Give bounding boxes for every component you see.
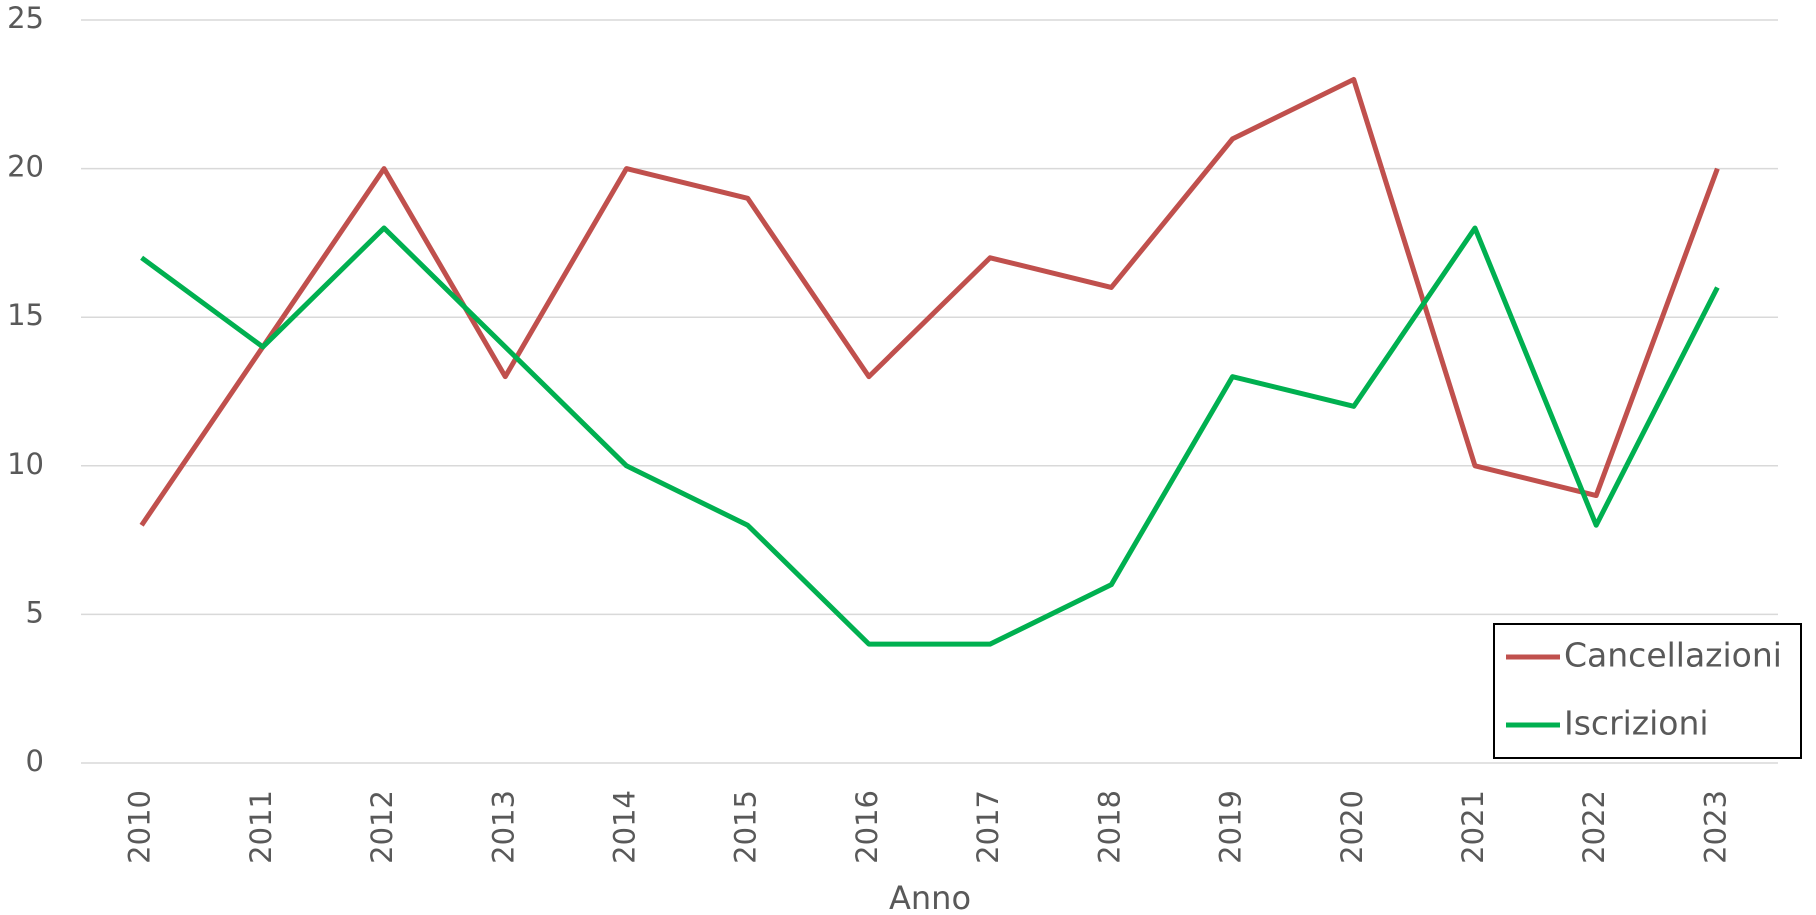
- series-line: [140, 225, 1720, 647]
- x-tick-label: 2023: [1698, 790, 1732, 864]
- y-tick-label: 10: [7, 447, 44, 481]
- y-tick-label: 5: [26, 595, 44, 629]
- x-tick-label: 2010: [123, 790, 157, 864]
- x-tick-label: 2011: [244, 790, 278, 864]
- series-line: [139, 76, 1720, 527]
- x-axis-title: Anno: [889, 879, 971, 915]
- x-tick-label: 2021: [1456, 790, 1490, 864]
- x-tick-label: 2015: [729, 790, 763, 864]
- x-tick-label: 2016: [850, 790, 884, 864]
- x-tick-label: 2019: [1214, 790, 1248, 864]
- x-tick-label: 2020: [1335, 790, 1369, 864]
- x-tick-label: 2018: [1092, 790, 1126, 864]
- legend-box: [1493, 623, 1802, 759]
- y-tick-label: 20: [7, 150, 44, 184]
- x-tick-label: 2014: [607, 790, 641, 864]
- x-tick-label: 2012: [365, 790, 399, 864]
- y-tick-label: 0: [26, 744, 44, 778]
- legend-label: Iscrizioni: [1564, 704, 1709, 743]
- x-tick-label: 2022: [1577, 790, 1611, 864]
- x-tick-label: 2013: [486, 790, 520, 864]
- y-tick-label: 25: [7, 1, 44, 35]
- y-tick-label: 15: [7, 298, 44, 332]
- legend-label: Cancellazioni: [1564, 636, 1782, 675]
- x-tick-label: 2017: [971, 790, 1005, 864]
